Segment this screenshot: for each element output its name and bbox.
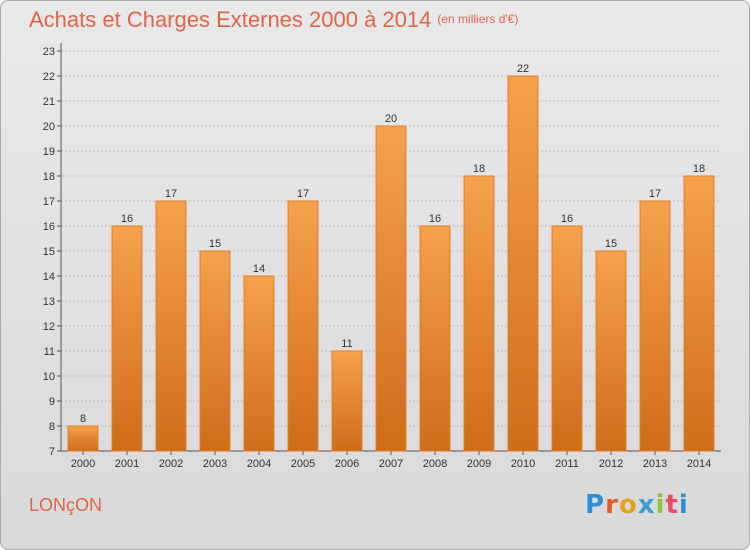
x-tick-label: 2010	[511, 458, 535, 470]
x-tick-label: 2006	[335, 458, 359, 470]
y-tick-label: 10	[43, 371, 55, 383]
y-tick-label: 13	[43, 296, 55, 308]
bar	[67, 425, 99, 452]
logo-letter: P	[585, 490, 606, 520]
y-tick-label: 12	[43, 321, 55, 333]
data-label: 18	[473, 163, 485, 175]
x-tick-label: 2007	[379, 458, 403, 470]
proxiti-logo: Proxiti	[585, 490, 689, 520]
x-tick-label: 2008	[423, 458, 447, 470]
data-label: 16	[561, 213, 573, 225]
y-tick-label: 21	[43, 96, 55, 108]
y-tick-label: 19	[43, 146, 55, 158]
y-tick-label: 9	[49, 396, 55, 408]
y-tick-label: 11	[44, 346, 55, 358]
bar	[375, 125, 407, 452]
x-tick-label: 2012	[599, 458, 623, 470]
bar	[199, 250, 231, 452]
y-tick-label: 7	[49, 446, 55, 458]
bar	[287, 200, 319, 452]
x-tick-label: 2002	[159, 458, 183, 470]
chart-title-text: Achats et Charges Externes 2000 à 2014	[29, 7, 432, 32]
bar	[111, 225, 143, 452]
logo-letter: o	[618, 490, 638, 520]
x-tick-label: 2005	[291, 458, 315, 470]
data-label: 15	[605, 238, 617, 250]
data-label: 22	[517, 63, 529, 75]
y-tick-label: 17	[43, 196, 55, 208]
x-tick-label: 2013	[643, 458, 667, 470]
labels: 7 8 9 10 11 12 13 14 15 16 17 18 19 20 21 22 23 8 2000 16 20…	[43, 46, 711, 470]
y-tick-label: 22	[43, 71, 55, 83]
chart-title: Achats et Charges Externes 2000 à 2014 (e…	[29, 7, 518, 33]
bar	[551, 225, 583, 452]
bar	[683, 175, 715, 452]
bar	[155, 200, 187, 452]
y-tick-label: 16	[43, 221, 55, 233]
bars	[67, 75, 715, 452]
x-tick-label: 2000	[71, 458, 95, 470]
bar	[331, 350, 363, 452]
bar	[595, 250, 627, 452]
x-tick-label: 2003	[203, 458, 227, 470]
bar	[507, 75, 539, 452]
data-label: 8	[80, 413, 86, 425]
data-label: 17	[297, 188, 309, 200]
y-tick-label: 18	[43, 171, 55, 183]
data-label: 11	[341, 338, 352, 350]
chart-unit: (en milliers d'€)	[437, 12, 519, 26]
logo-letter: x	[637, 490, 656, 520]
x-tick-label: 2009	[467, 458, 491, 470]
bar	[463, 175, 495, 452]
logo-letter: i	[678, 490, 689, 520]
bar	[639, 200, 671, 452]
y-tick-label: 20	[43, 121, 55, 133]
data-label: 17	[165, 188, 177, 200]
y-tick-label: 8	[49, 421, 55, 433]
bar	[419, 225, 451, 452]
x-tick-label: 2004	[247, 458, 271, 470]
x-tick-label: 2001	[115, 458, 139, 470]
logo-letter: t	[665, 490, 679, 520]
y-tick-label: 14	[43, 271, 55, 283]
data-label: 16	[429, 213, 441, 225]
data-label: 15	[209, 238, 221, 250]
data-label: 20	[385, 113, 397, 125]
data-label: 14	[253, 263, 265, 275]
logo-letter: i	[655, 490, 666, 520]
data-label: 16	[121, 213, 133, 225]
data-label: 18	[693, 163, 705, 175]
y-tick-label: 15	[43, 246, 55, 258]
bar	[243, 275, 275, 452]
logo-letter: r	[605, 490, 619, 520]
y-tick-label: 23	[43, 46, 55, 58]
x-tick-label: 2014	[687, 458, 711, 470]
data-label: 17	[649, 188, 661, 200]
place-name: LONçON	[29, 495, 103, 515]
x-tick-label: 2011	[555, 458, 579, 470]
